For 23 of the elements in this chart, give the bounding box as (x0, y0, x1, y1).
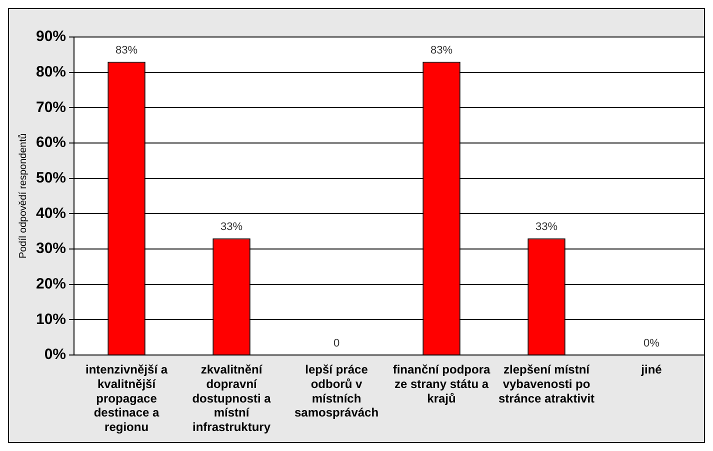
x-tick-label: jiné (640, 362, 662, 377)
y-tick-label: 80% (36, 63, 66, 80)
data-label: 83% (116, 44, 138, 56)
y-tick-label: 30% (36, 240, 66, 258)
x-tick-label: zlepšení místní vybavenosti po stránce atraktivit (498, 362, 595, 406)
y-tick-label: 20% (36, 275, 66, 292)
x-tick-label: intenzivnější a kvalitnější propagace destinace a regionu (86, 362, 168, 434)
x-tick-label: finanční podpora ze strany státu a krajů (392, 362, 490, 406)
x-tick-label: zkvalitnění dopravní dostupnosti a místní infrastruktury (192, 362, 272, 434)
data-label: 33% (220, 220, 243, 233)
data-label: 0% (644, 338, 660, 350)
y-tick-label: 40% (36, 204, 66, 222)
data-label: 83% (430, 44, 453, 56)
y-tick-label: 0% (44, 346, 66, 364)
data-label: 0 (333, 338, 340, 350)
y-tick-label: 50% (36, 169, 66, 186)
y-tick-label: 60% (36, 134, 66, 152)
y-tick-label: 90% (36, 28, 66, 46)
y-axis-title: Podíl odpovědí respondentů (16, 133, 29, 259)
y-tick-label: 70% (36, 98, 66, 116)
x-tick-label: lepší práce odborů v místních samosprávách (294, 362, 379, 420)
y-tick-label: 10% (36, 310, 66, 328)
data-label: 33% (535, 220, 558, 233)
